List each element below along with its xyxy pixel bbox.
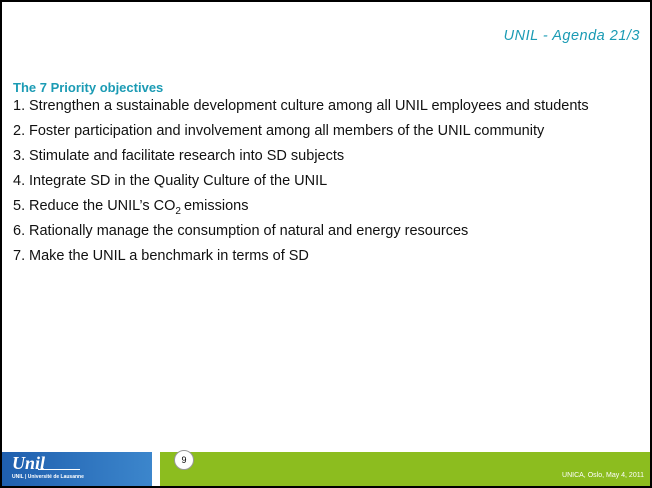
objective-number: 1.: [13, 98, 26, 114]
logo-tagline: UNIL | Université de Lausanne: [12, 474, 84, 480]
objective-text: Reduce the UNIL’s CO2 emissions: [29, 198, 589, 217]
objective-text: Stimulate and facilitate research into S…: [29, 148, 589, 165]
objective-text-part: Foster participation and involvement amo…: [29, 123, 545, 139]
logo: Unil: [12, 453, 46, 473]
objective: 4. Integrate SD in the Quality Culture of…: [13, 173, 633, 190]
footer-event: UNICA, Oslo, May 4, 2011: [562, 472, 644, 479]
objective-text-part: Rationally manage the consumption of nat…: [29, 223, 469, 239]
objective-text-part: Integrate SD in the Quality Culture of t…: [29, 173, 328, 189]
objective-text-part: Strengthen a sustainable development cul…: [29, 98, 589, 114]
objective-number: 4.: [13, 173, 26, 189]
objective-text-part: emissions: [183, 198, 249, 214]
footer-band: [160, 452, 650, 486]
objective-list: 1. Strengthen a sustainable development c…: [13, 98, 633, 273]
objective-number: 2.: [13, 123, 26, 139]
header-title: UNIL - Agenda 21/3: [503, 28, 640, 44]
objective: 7. Make the UNIL a benchmark in terms of …: [13, 248, 633, 265]
objective-text: Rationally manage the consumption of nat…: [29, 223, 589, 240]
subscript: 2: [175, 205, 181, 217]
objective-number: 5.: [13, 198, 26, 214]
objective: 6. Rationally manage the consumption of n…: [13, 223, 633, 240]
objective-text-part: Reduce the UNIL’s CO: [29, 198, 176, 214]
slide-title: The 7 Priority objectives: [13, 80, 164, 95]
logo-underline: [38, 469, 80, 470]
objective: 2. Foster participation and involvement a…: [13, 123, 633, 140]
objective-number: 3.: [13, 148, 26, 164]
page-number: 9: [174, 450, 194, 470]
objective: 1. Strengthen a sustainable development c…: [13, 98, 633, 115]
objective-text: Integrate SD in the Quality Culture of t…: [29, 173, 589, 190]
objective: 5. Reduce the UNIL’s CO2 emissions: [13, 198, 633, 217]
objective-text-part: Stimulate and facilitate research into S…: [29, 148, 345, 164]
objective-text-part: Make the UNIL a benchmark in terms of SD: [29, 248, 309, 264]
objective-number: 6.: [13, 223, 26, 239]
objective-text: Strengthen a sustainable development cul…: [29, 98, 589, 115]
objective-text: Make the UNIL a benchmark in terms of SD: [29, 248, 589, 265]
objective-number: 7.: [13, 248, 26, 264]
objective: 3. Stimulate and facilitate research into…: [13, 148, 633, 165]
objective-text: Foster participation and involvement amo…: [29, 123, 589, 140]
